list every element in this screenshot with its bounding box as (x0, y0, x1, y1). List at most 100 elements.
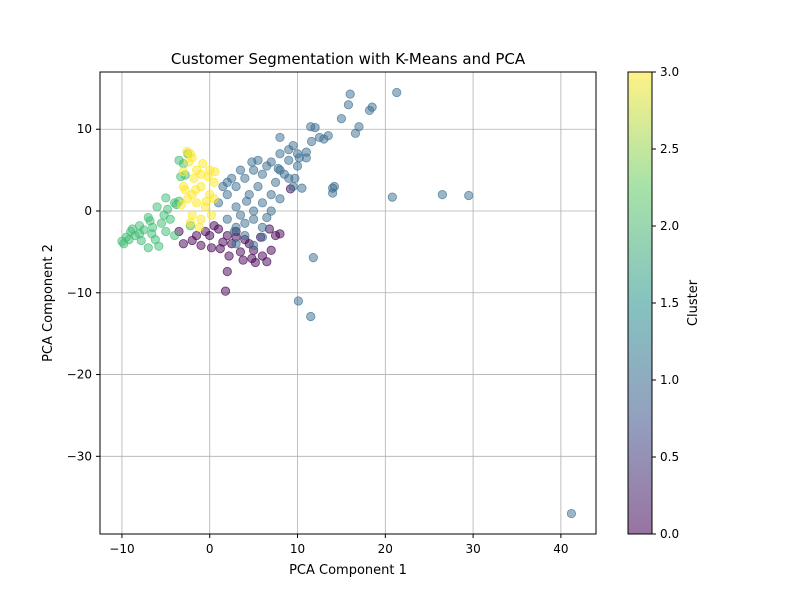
y-tick-label: −10 (67, 286, 92, 300)
data-point-cluster-1 (222, 190, 232, 200)
data-point-cluster-1 (222, 177, 232, 187)
data-point-cluster-1 (266, 190, 276, 200)
data-point-cluster-0 (205, 230, 215, 241)
data-point-cluster-1 (566, 508, 577, 519)
data-point-cluster-1 (437, 190, 447, 200)
data-point-cluster-3 (191, 198, 202, 208)
data-point-cluster-1 (301, 147, 311, 157)
data-point-cluster-1 (249, 165, 259, 175)
data-point-cluster-2 (127, 224, 138, 234)
data-point-cluster-1 (235, 210, 246, 220)
data-point-cluster-2 (156, 218, 167, 228)
grid-lines (100, 72, 596, 534)
data-point-cluster-1 (328, 183, 338, 193)
data-point-cluster-2 (159, 210, 169, 220)
data-point-cluster-1 (253, 155, 263, 165)
data-point-cluster-1 (306, 136, 317, 147)
data-point-cluster-2 (143, 243, 153, 253)
data-point-cluster-1 (257, 198, 268, 208)
data-point-cluster-1 (290, 173, 300, 183)
data-point-cluster-2 (136, 235, 146, 246)
colorbar-tick-label: 2.0 (660, 219, 679, 233)
data-point-cluster-3 (183, 194, 193, 204)
data-point-cluster-0 (247, 253, 257, 264)
colorbar-tick-label: 0.5 (660, 450, 679, 464)
data-point-cluster-0 (178, 239, 188, 249)
data-point-cluster-1 (392, 87, 402, 98)
data-point-cluster-0 (220, 286, 231, 296)
data-point-cluster-1 (253, 181, 263, 192)
data-point-cluster-0 (266, 245, 276, 255)
data-point-cluster-1 (257, 232, 268, 242)
colorbar-tick-label: 2.5 (660, 142, 679, 156)
data-point-cluster-1 (273, 163, 283, 174)
y-tick-label: −30 (67, 449, 92, 463)
data-point-cluster-1 (343, 100, 354, 110)
data-point-cluster-3 (177, 199, 187, 210)
data-point-cluster-1 (345, 89, 355, 99)
data-point-cluster-3 (178, 167, 188, 177)
data-point-cluster-1 (367, 102, 377, 112)
data-point-cluster-3 (184, 157, 194, 167)
chart-title: Customer Segmentation with K-Means and P… (171, 50, 526, 68)
data-point-cluster-1 (262, 212, 272, 223)
y-axis-ticks: −30 −20 −10 0 10 (67, 122, 100, 463)
data-point-cluster-1 (242, 196, 252, 206)
data-point-cluster-1 (275, 149, 285, 159)
colorbar-tick-label: 0.0 (660, 527, 679, 541)
data-point-cluster-1 (306, 311, 316, 322)
x-tick-label: 30 (465, 542, 480, 556)
data-point-cluster-0 (262, 257, 272, 267)
data-point-cluster-3 (180, 185, 190, 195)
data-point-cluster-1 (249, 214, 259, 224)
data-point-cluster-2 (154, 241, 164, 251)
colorbar: 0.0 0.5 1.0 1.5 2.0 2.5 3.0 Cluster (627, 65, 701, 541)
data-point-cluster-2 (124, 235, 134, 245)
data-point-cluster-3 (185, 217, 196, 228)
data-point-cluster-1 (249, 206, 259, 216)
data-point-cluster-2 (161, 226, 171, 237)
x-tick-label: −10 (109, 542, 134, 556)
data-point-cluster-3 (209, 177, 219, 187)
data-point-cluster-2 (161, 193, 171, 203)
data-point-cluster-1 (464, 190, 474, 201)
data-point-cluster-1 (336, 114, 347, 124)
data-point-cluster-1 (231, 181, 241, 192)
data-point-cluster-1 (222, 214, 232, 224)
colorbar-label: Cluster (686, 279, 701, 326)
colorbar-tick-label: 1.5 (660, 296, 679, 310)
data-point-cluster-3 (209, 194, 219, 204)
data-point-cluster-0 (191, 230, 202, 241)
data-point-cluster-1 (387, 192, 397, 202)
plot-area-frame (99, 71, 597, 535)
data-point-cluster-3 (203, 172, 213, 182)
data-point-cluster-0 (206, 243, 217, 253)
data-point-cluster-2 (152, 202, 162, 212)
data-point-cluster-3 (191, 185, 201, 195)
y-tick-label: −20 (67, 368, 92, 382)
y-tick-label: 0 (84, 204, 92, 218)
data-point-cluster-1 (229, 226, 239, 237)
data-point-cluster-1 (275, 132, 285, 143)
data-point-cluster-3 (189, 173, 199, 183)
data-point-cluster-1 (262, 161, 272, 171)
colorbar-tick-label: 3.0 (660, 65, 679, 79)
data-point-cluster-3 (196, 214, 206, 224)
data-point-cluster-0 (222, 230, 232, 241)
y-axis-label: PCA Component 2 (41, 244, 56, 362)
data-point-cluster-1 (249, 240, 259, 250)
data-point-cluster-0 (275, 229, 285, 239)
x-tick-label: 0 (206, 542, 214, 556)
y-tick-label: 10 (77, 122, 92, 136)
data-point-cluster-1 (292, 161, 303, 171)
data-point-cluster-2 (147, 229, 157, 239)
data-point-cluster-1 (288, 181, 298, 192)
data-point-cluster-1 (279, 169, 289, 179)
data-point-cluster-3 (198, 158, 208, 169)
data-point-cluster-3 (210, 167, 220, 177)
data-point-cluster-1 (288, 140, 298, 151)
data-point-cluster-1 (293, 296, 303, 306)
data-point-cluster-1 (354, 122, 364, 132)
